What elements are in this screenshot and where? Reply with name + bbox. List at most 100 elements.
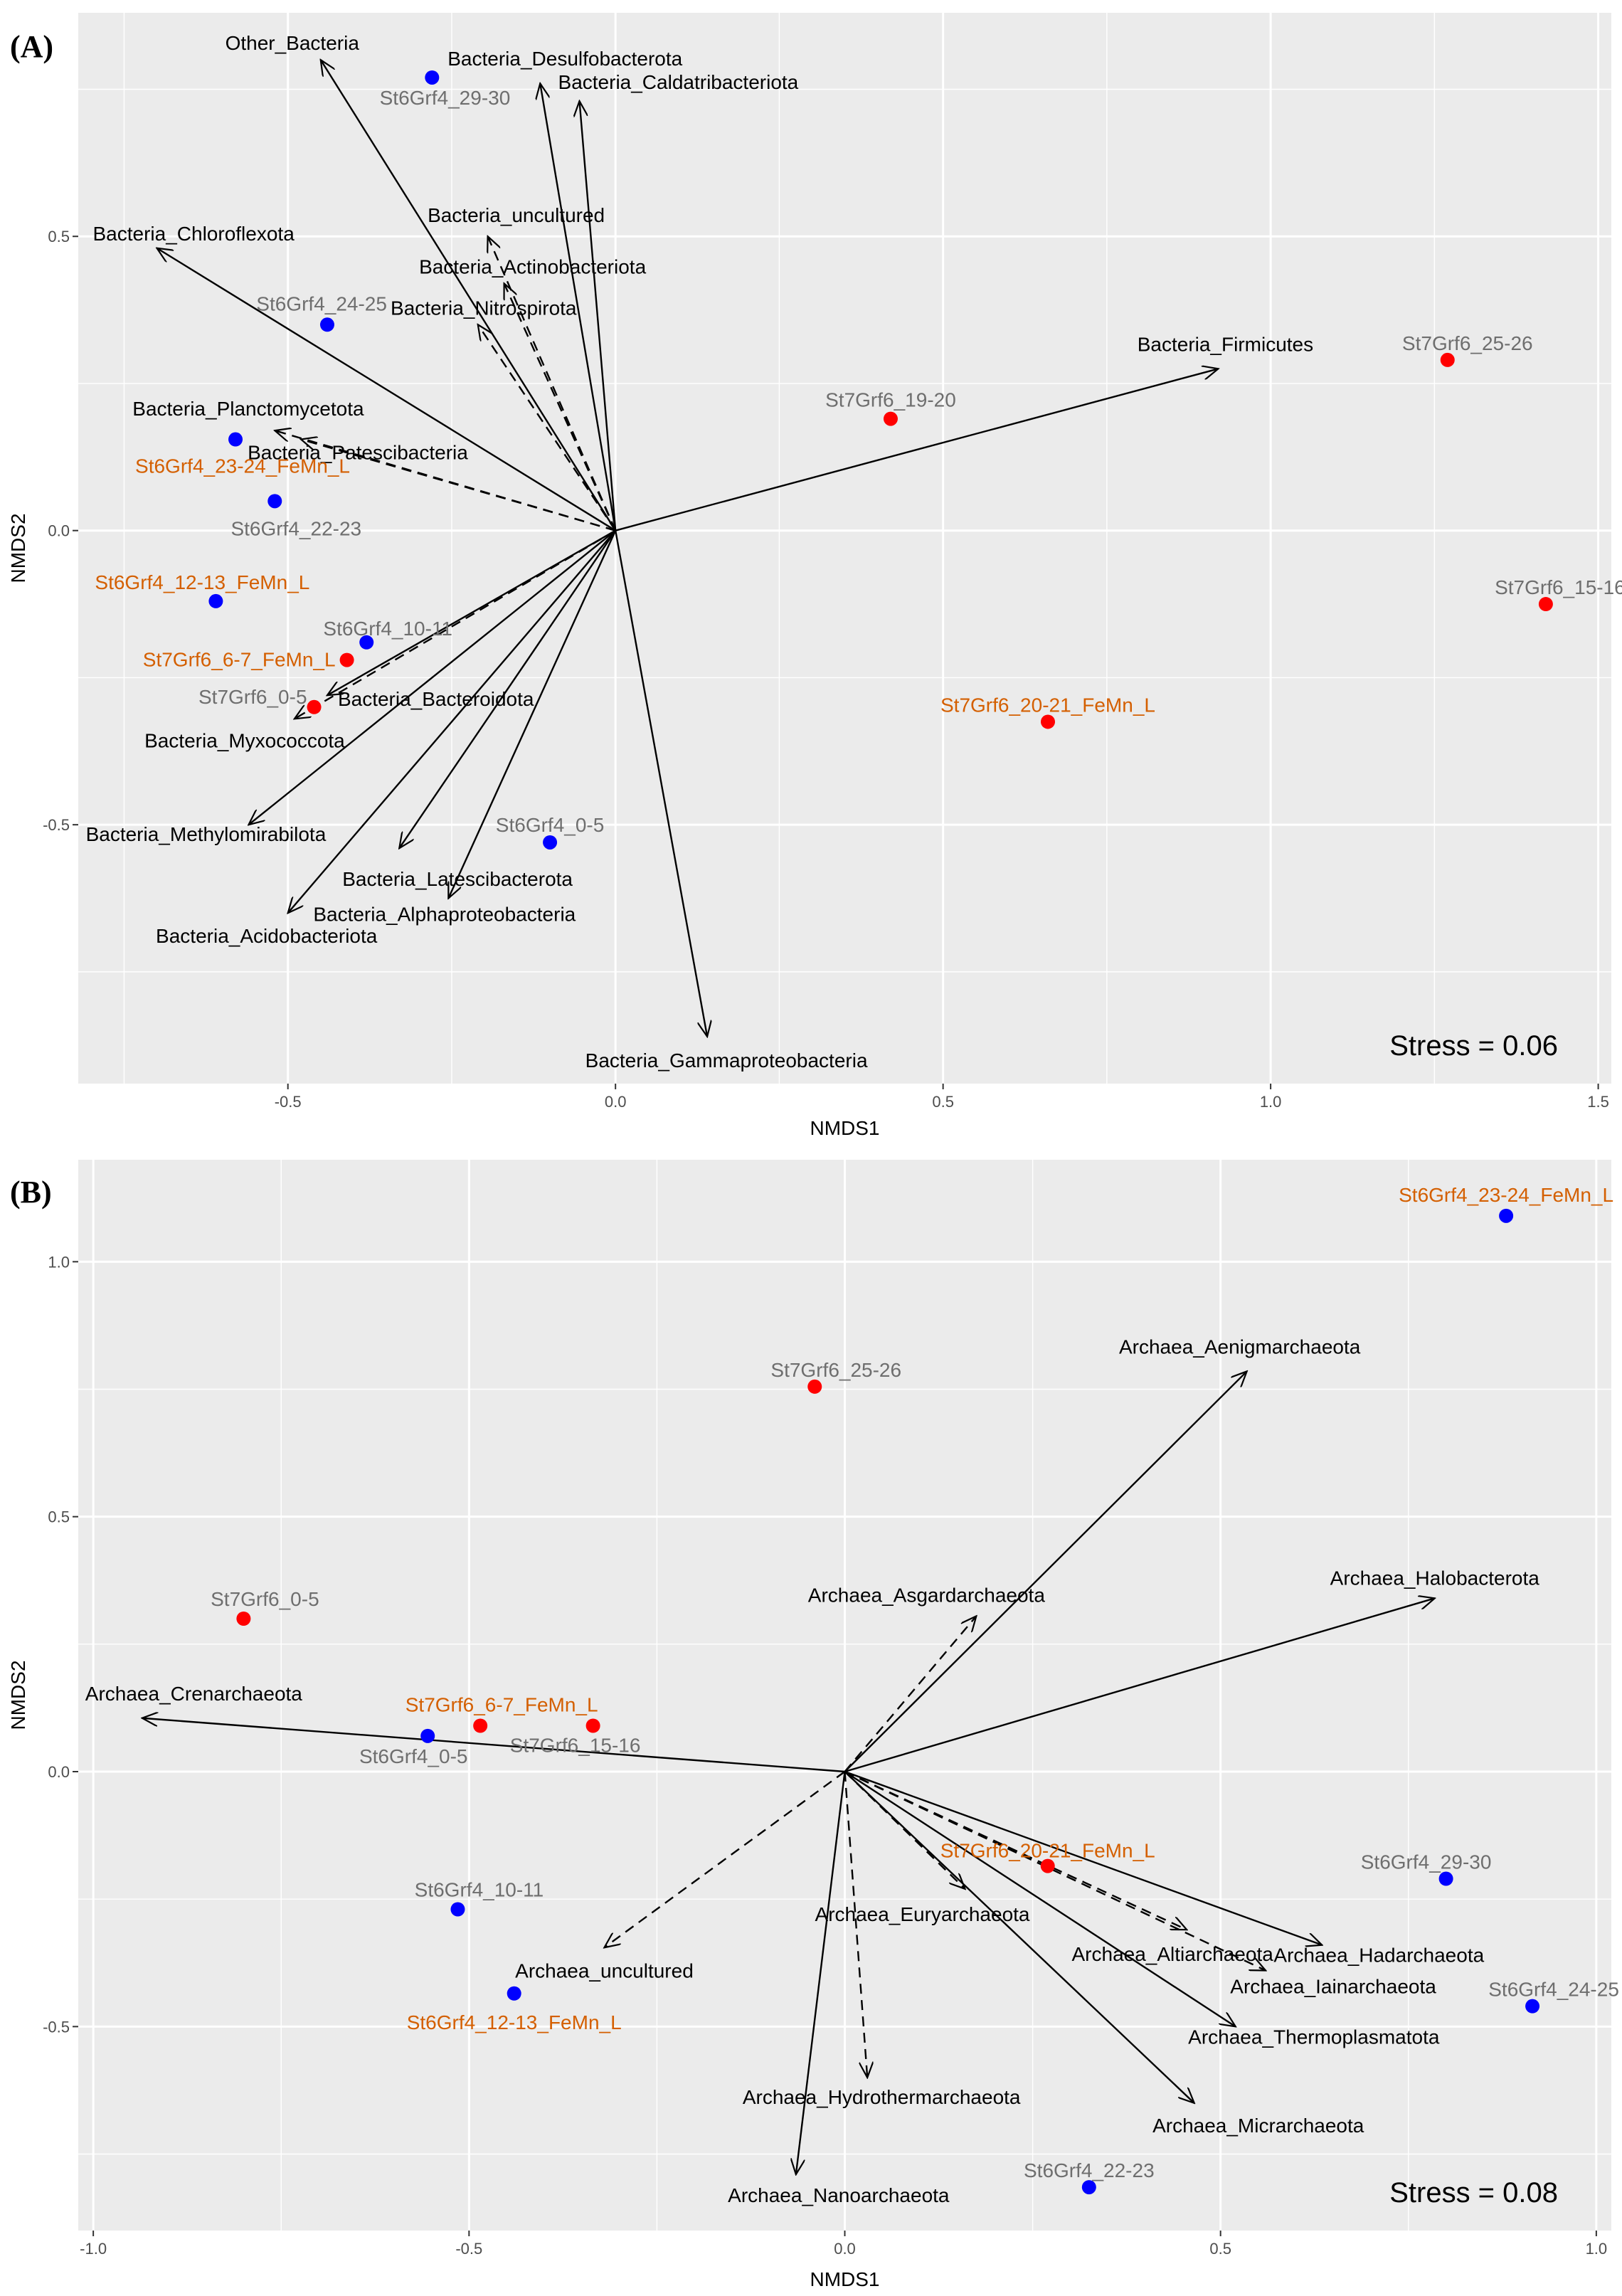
site-label-st6grf4-22-23: St6Grf4_22-23: [1024, 2159, 1155, 2181]
x-tick-label: 0.0: [605, 1093, 627, 1111]
x-tick-label: 0.0: [834, 2240, 856, 2258]
vector-arrow-archaea-nanoarchaeota: [796, 1771, 846, 2174]
x-axis-title: NMDS1: [810, 1117, 879, 1139]
vector-label-bacteria-actinobacteriota: Bacteria_Actinobacteriota: [419, 255, 647, 277]
site-label-st7grf6-19-20: St7Grf6_19-20: [825, 389, 956, 411]
vector-label-bacteria-caldatribacteriota: Bacteria_Caldatribacteriota: [558, 71, 799, 93]
site-label-st7grf6-20-21-femn-l: St7Grf6_20-21_FeMn_L: [940, 1840, 1155, 1862]
vector-arrow-archaea-hydrothermarchaeota: [844, 1771, 868, 2078]
vector-label-bacteria-alphaproteobacteria: Bacteria_Alphaproteobacteria: [313, 904, 576, 926]
vector-arrow-archaea-halobacterota: [844, 1598, 1435, 1773]
vector-label-archaea-micrarchaeota: Archaea_Micrarchaeota: [1152, 2115, 1364, 2137]
vector-label-archaea-crenarchaeota: Archaea_Crenarchaeota: [85, 1683, 303, 1705]
site-label-st6grf4-29-30: St6Grf4_29-30: [380, 87, 511, 109]
site-point-st7grf6-6-7-femn-l: [473, 1718, 488, 1733]
site-label-st7grf6-6-7-femn-l: St7Grf6_6-7_FeMn_L: [143, 649, 336, 671]
vector-label-bacteria-acidobacteriota: Bacteria_Acidobacteriota: [156, 925, 378, 947]
site-point-st6grf4-24-25: [1525, 1999, 1540, 2014]
vector-label-archaea-aenigmarchaeota: Archaea_Aenigmarchaeota: [1119, 1335, 1361, 1358]
site-point-st6grf4-12-13-femn-l: [507, 1986, 521, 2001]
site-point-st6grf4-0-5: [543, 835, 558, 850]
vector-label-bacteria-planctomycetota: Bacteria_Planctomycetota: [132, 398, 364, 420]
site-point-st6grf4-10-11: [359, 635, 374, 650]
vector-arrow-archaea-hadarchaeota: [844, 1770, 1322, 1945]
site-point-st7grf6-15-16: [585, 1718, 600, 1733]
vector-arrow-bacteria-actinobacteriota: [504, 283, 617, 531]
vector-arrow-bacteria-planctomycetota: [275, 430, 616, 531]
vector-label-archaea-altiarchaeota: Archaea_Altiarchaeota: [1072, 1943, 1274, 1965]
vector-arrow-bacteria-acidobacteriota: [288, 529, 617, 913]
vector-arrow-archaea-asgardarchaeota: [844, 1616, 977, 1772]
vector-arrow-archaea-micrarchaeota: [844, 1771, 1194, 2103]
panel-a: -0.5 0.0 0.5 1.0 1.5 -0.5 0.0 0.5 Other_Bacteria…: [7, 13, 1622, 1139]
site-label-st7grf6-6-7-femn-l: St7Grf6_6-7_FeMn_L: [406, 1694, 598, 1716]
site-label-st6grf4-24-25: St6Grf4_24-25: [256, 292, 387, 314]
site-label-st6grf4-24-25: St6Grf4_24-25: [1488, 1979, 1619, 2001]
panel-letter: (B): [10, 1175, 52, 1210]
site-point-st7grf6-19-20: [883, 411, 898, 426]
site-label-st6grf4-0-5: St6Grf4_0-5: [359, 1745, 468, 1767]
site-point-st6grf4-22-23: [1081, 2180, 1096, 2195]
vector-arrow-bacteria-patescibacteria: [301, 440, 616, 531]
vector-arrow-bacteria-desulfobacterota: [540, 83, 617, 531]
site-label-st7grf6-15-16: St7Grf6_15-16: [1495, 576, 1622, 598]
vector-label-archaea-hydrothermarchaeota: Archaea_Hydrothermarchaeota: [743, 2086, 1021, 2108]
y-tick-label: -0.5: [43, 2018, 70, 2036]
vector-arrow-bacteria-alphaproteobacteria: [448, 530, 617, 899]
stress-value: Stress = 0.08: [1389, 2177, 1558, 2208]
vector-label-bacteria-latescibacterota: Bacteria_Latescibacterota: [342, 868, 573, 890]
site-label-st6grf4-10-11: St6Grf4_10-11: [323, 618, 452, 640]
site-point-st7grf6-25-26: [1440, 352, 1455, 367]
site-point-st6grf4-0-5: [420, 1728, 435, 1743]
y-tick-label: 1.0: [48, 1253, 70, 1271]
site-label-st6grf4-12-13-femn-l: St6Grf4_12-13_FeMn_L: [95, 571, 309, 593]
vector-label-bacteria-firmicutes: Bacteria_Firmicutes: [1138, 333, 1313, 355]
y-tick-label: 0.5: [48, 228, 70, 245]
vector-label-bacteria-nitrospirota: Bacteria_Nitrospirota: [391, 297, 577, 319]
panel-b: -1.0 -0.5 0.0 0.5 1.0 -0.5 0.0 0.5 1.0 Archaea_Ae…: [7, 1160, 1619, 2290]
site-point-st7grf6-15-16: [1538, 597, 1553, 612]
site-label-st7grf6-25-26: St7Grf6_25-26: [1402, 332, 1533, 354]
x-tick-label: -1.0: [80, 2240, 107, 2258]
vector-label-archaea-asgardarchaeota: Archaea_Asgardarchaeota: [808, 1584, 1046, 1606]
site-point-st7grf6-6-7-femn-l: [339, 652, 354, 667]
site-label-st6grf4-22-23: St6Grf4_22-23: [230, 517, 361, 539]
vector-label-bacteria-myxococcota: Bacteria_Myxococcota: [144, 729, 345, 751]
site-label-st6grf4-10-11: St6Grf4_10-11: [415, 1879, 544, 1901]
vector-arrow-bacteria-firmicutes: [615, 369, 1218, 531]
vector-label-bacteria-patescibacteria: Bacteria_Patescibacteria: [248, 442, 468, 464]
x-tick-label: 1.5: [1587, 1093, 1609, 1111]
vector-label-archaea-uncultured: Archaea_uncultured: [515, 1959, 694, 1982]
panel-letter: (A): [10, 29, 53, 64]
site-label-st7grf6-20-21-femn-l: St7Grf6_20-21_FeMn_L: [940, 694, 1155, 716]
site-point-st6grf4-29-30: [425, 70, 440, 85]
vector-label-bacteria-gammaproteobacteria: Bacteria_Gammaproteobacteria: [585, 1049, 868, 1072]
site-label-st7grf6-0-5: St7Grf6_0-5: [211, 1588, 319, 1610]
vector-arrow-archaea-euryarchaeota: [844, 1771, 965, 1889]
site-point-st6grf4-22-23: [267, 494, 282, 509]
vector-label-archaea-nanoarchaeota: Archaea_Nanoarchaeota: [728, 2184, 950, 2206]
site-point-st6grf4-23-24-femn-l: [228, 432, 243, 447]
site-point-st7grf6-25-26: [807, 1379, 822, 1394]
site-point-st7grf6-0-5: [307, 699, 322, 714]
site-label-st7grf6-25-26: St7Grf6_25-26: [770, 1359, 901, 1381]
vector-label-bacteria-uncultured: Bacteria_uncultured: [428, 204, 605, 226]
vector-label-archaea-halobacterota: Archaea_Halobacterota: [1330, 1567, 1540, 1589]
site-label-st6grf4-23-24-femn-l: St6Grf4_23-24_FeMn_L: [1399, 1184, 1613, 1206]
vector-arrow-archaea-thermoplasmatota: [844, 1770, 1236, 2026]
y-axis-title: NMDS2: [7, 1660, 29, 1730]
vector-label-bacteria-desulfobacterota: Bacteria_Desulfobacterota: [447, 48, 682, 70]
vector-arrow-archaea-uncultured: [604, 1771, 846, 1947]
site-label-st6grf4-0-5: St6Grf4_0-5: [496, 814, 605, 836]
y-tick-label: 0.0: [48, 1763, 70, 1781]
x-tick-label: 1.0: [1586, 2240, 1608, 2258]
site-label-st6grf4-12-13-femn-l: St6Grf4_12-13_FeMn_L: [407, 2011, 622, 2033]
plot-background: [78, 13, 1611, 1084]
site-label-st6grf4-29-30: St6Grf4_29-30: [1361, 1851, 1492, 1873]
vector-label-archaea-hadarchaeota: Archaea_Hadarchaeota: [1273, 1945, 1484, 1967]
site-label-st7grf6-0-5: St7Grf6_0-5: [198, 686, 307, 708]
y-tick-label: 0.0: [48, 522, 70, 540]
site-label-st6grf4-23-24-femn-l: St6Grf4_23-24_FeMn_L: [135, 455, 350, 477]
vector-arrow-bacteria-nitrospirota: [478, 324, 617, 531]
